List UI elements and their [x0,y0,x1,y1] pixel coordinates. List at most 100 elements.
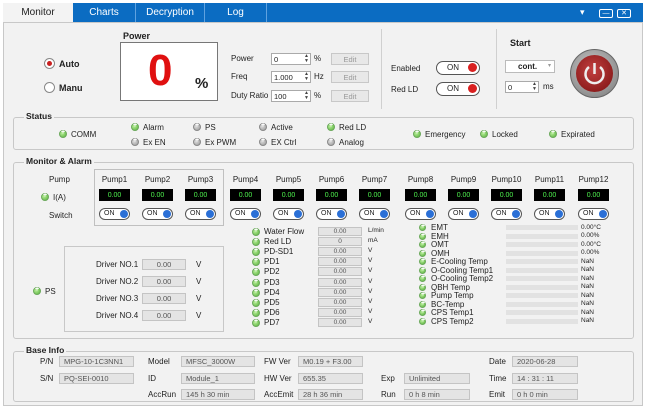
temp-label: CPS Temp1 [431,308,474,317]
sensor-label: PD7 [264,317,280,327]
pump-name: Pump11 [534,175,565,184]
start-mode-select[interactable]: cont. ▾ [505,60,555,73]
pump-switch-toggle[interactable]: ON [99,208,130,220]
ps-indicator-icon [193,122,201,131]
redld-toggle[interactable]: ON [436,82,480,96]
ex-pwm-indicator-icon [193,137,201,146]
pump-switch-toggle[interactable]: ON [230,208,261,220]
pump-switch-toggle[interactable]: ON [273,208,304,220]
sensor-indicator-icon [252,308,260,317]
duty-input[interactable]: 100 ▲ ▼ [271,90,311,102]
power-edit-button[interactable]: Edit [331,53,369,65]
redld-label: Red LD [391,85,419,94]
duty-edit-button[interactable]: Edit [331,90,369,102]
ex-pwm-label: Ex PWM [205,138,237,147]
accrun-label: AccRun [148,390,177,399]
sensor-unit: V [368,247,373,255]
fw-label: FW Ver [264,357,291,366]
pump-name: Pump3 [187,175,214,184]
comm-label: COMM [71,130,97,139]
tab-decryption[interactable]: Decryption [136,3,205,22]
temp-bar [506,259,578,264]
freq-input[interactable]: 1.000 ▲ ▼ [271,71,311,83]
id-value: Module_1 [181,373,255,384]
spinner-arrows-icon[interactable]: ▲ ▼ [304,53,309,64]
dropdown-icon[interactable]: ▾ [580,7,585,17]
temp-label: O-Cooling Temp1 [431,265,494,275]
spinner-arrows-icon[interactable]: ▲ ▼ [532,81,537,92]
status-title: Status [24,111,54,121]
freq-edit-button[interactable]: Edit [331,71,369,83]
base-info-title: Base Info [24,345,67,355]
emit-label: Emit [489,390,505,399]
sensor-label: PD6 [264,307,280,317]
temp-indicator-icon [419,257,426,265]
alarm-indicator-icon [131,122,139,131]
start-power-button[interactable] [570,49,619,98]
date-value: 2020-06-28 [512,356,578,367]
pump-current-display: 0.00 [405,189,436,201]
pump-switch-toggle[interactable]: ON [491,208,522,220]
pump-switch-toggle[interactable]: ON [142,208,173,220]
manu-radio[interactable] [44,82,55,93]
pump-switch-toggle[interactable]: ON [359,208,390,220]
driver-label: Driver NO.4 [96,311,139,320]
temp-value: NaN [581,266,595,273]
driver-group-box [64,246,224,332]
temp-value: NaN [581,274,595,282]
pump-switch-toggle[interactable]: ON [534,208,565,220]
start-time-input[interactable]: 0 ▲ ▼ [505,81,539,93]
enabled-toggle[interactable]: ON [436,61,480,75]
minimize-icon[interactable]: — [599,9,613,18]
temp-bar [506,233,578,239]
power-input[interactable]: 0 ▲ ▼ [271,53,311,65]
pump-switch-toggle[interactable]: ON [578,208,609,220]
start-title: Start [510,38,531,48]
temp-label: EMH [431,231,449,241]
freq-label: Freq [231,72,248,81]
temp-label: OMT [431,240,449,249]
temp-value: NaN [581,300,595,307]
hw-label: HW Ver [264,374,292,383]
sensor-value: 0.00 [318,297,362,307]
driver-unit: V [196,294,202,303]
temp-indicator-icon [419,300,426,308]
pump-current-display: 0.00 [142,189,173,201]
sensor-unit: V [368,257,373,265]
pump-name: Pump4 [232,175,259,184]
sensor-indicator-icon [252,257,260,267]
pump-switch-toggle[interactable]: ON [185,208,216,220]
pump-current-display: 0.00 [448,189,479,201]
tab-monitor[interactable]: Monitor [3,3,73,22]
temp-value: 0.00% [581,232,600,239]
temp-bar [506,242,578,247]
sensor-unit: V [368,277,373,285]
pump-current-display: 0.00 [230,189,261,201]
tab-bar [3,3,643,22]
pump-current-display: 0.00 [578,189,609,201]
temp-value: 0.00°C [581,240,601,248]
temp-label: OMH [431,248,450,258]
ex-ctrl-indicator-icon [259,137,267,146]
active-label: Active [271,123,293,132]
temp-indicator-icon [419,232,426,240]
spinner-arrows-icon[interactable]: ▲ ▼ [304,90,309,101]
sensor-unit: V [368,267,373,275]
temp-indicator-icon [419,223,426,231]
start-time-unit: ms [543,82,554,91]
tab-log[interactable]: Log [205,3,267,22]
tab-charts[interactable]: Charts [73,3,136,22]
driver-label: Driver NO.2 [96,277,139,286]
pump-switch-toggle[interactable]: ON [316,208,347,220]
sensor-value: 0.00 [318,257,362,267]
sensor-indicator-icon [252,247,260,257]
temp-indicator-icon [419,266,426,274]
spinner-arrows-icon[interactable]: ▲ ▼ [304,71,309,82]
pump-switch-toggle[interactable]: ON [405,208,436,220]
pump-switch-toggle[interactable]: ON [448,208,479,220]
auto-radio[interactable] [44,58,55,69]
close-icon[interactable]: ✕ [617,9,631,18]
duty-unit-label: % [314,91,322,100]
temp-value: NaN [581,257,595,265]
temp-bar [506,250,578,256]
